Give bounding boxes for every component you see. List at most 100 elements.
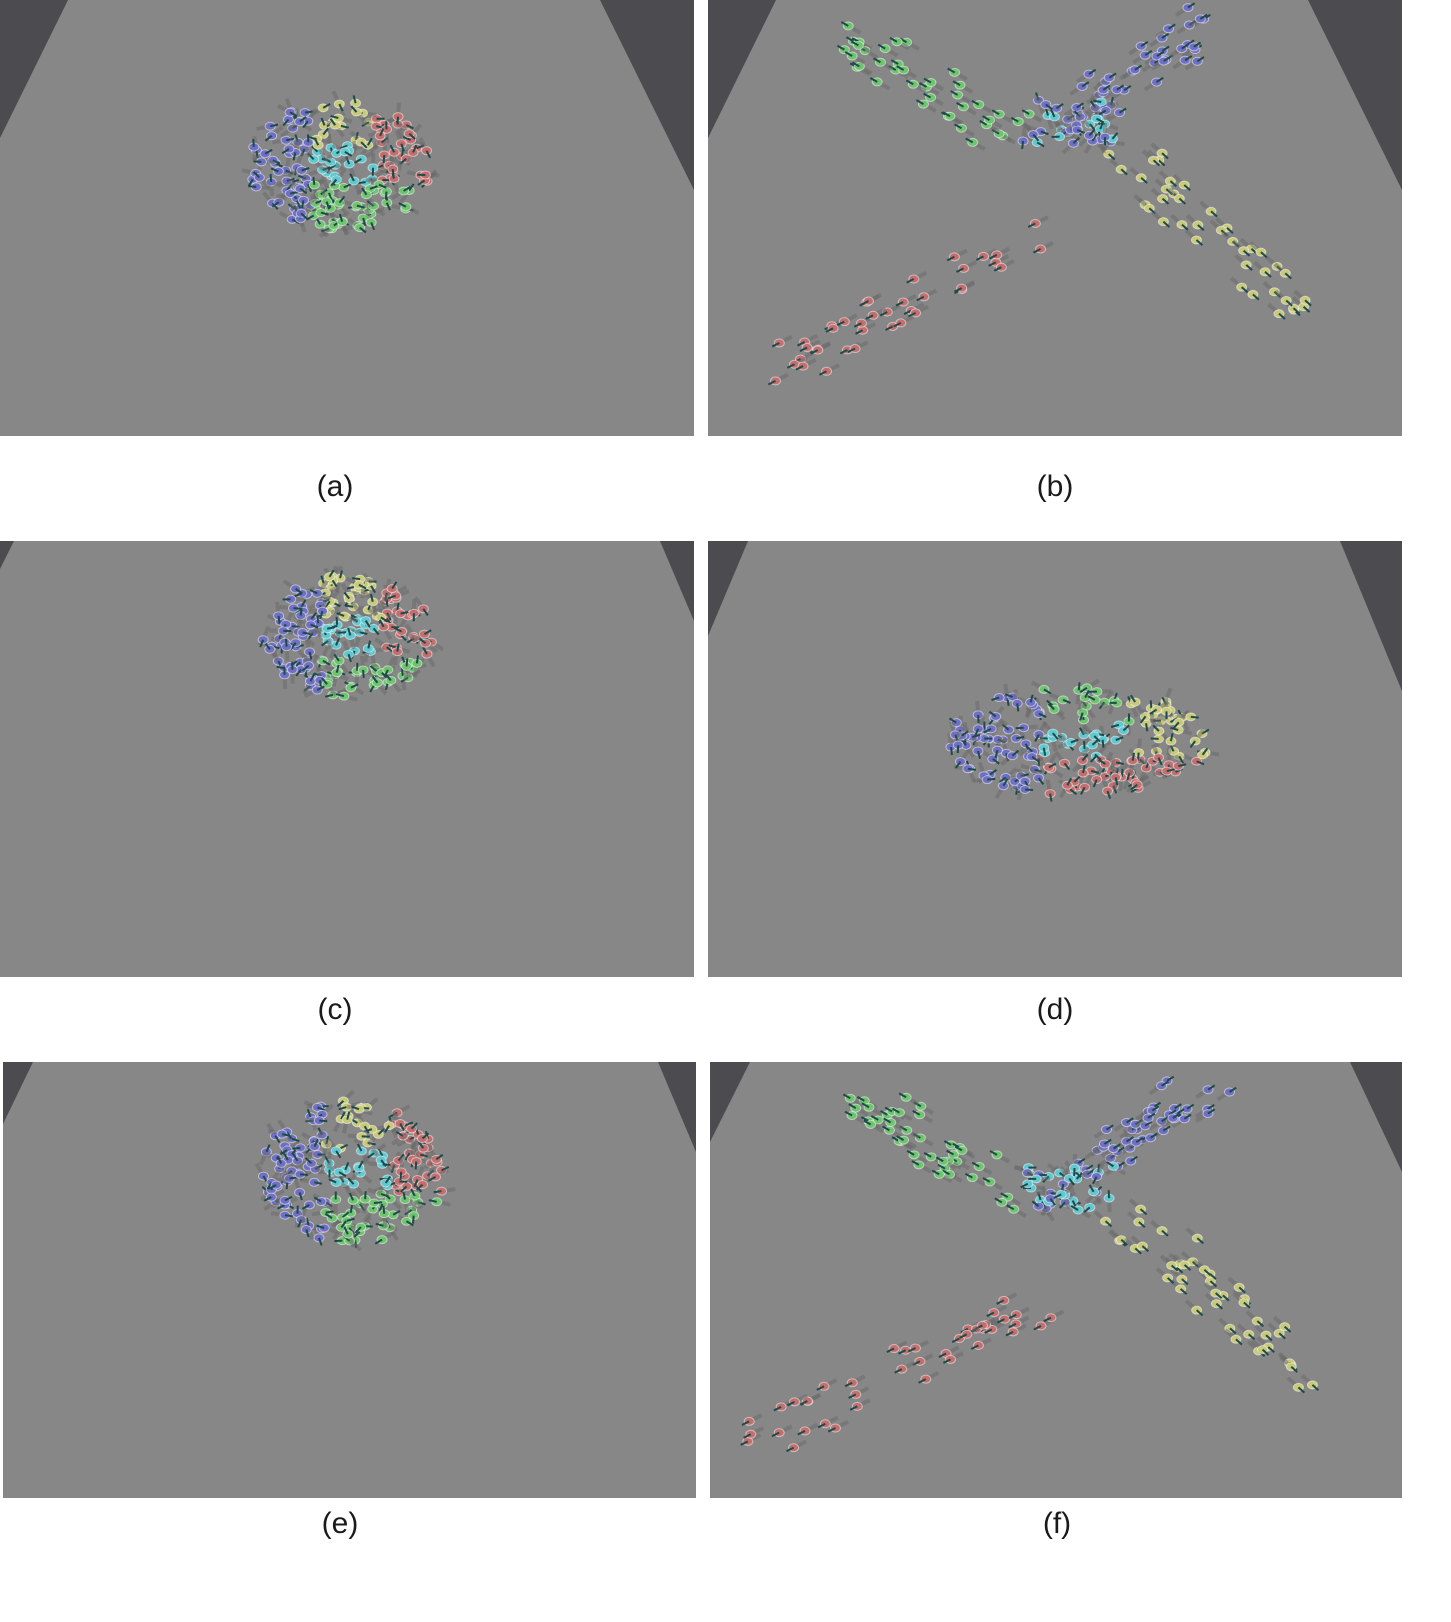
agent-heading [335,693,345,698]
agent-heading [1155,76,1164,83]
agent-heading [1150,1132,1158,1139]
agent-heading [247,178,254,187]
agent-heading [380,1159,387,1167]
agent-heading [346,585,356,590]
agent-heading [1077,682,1081,691]
agent-heading [937,1163,946,1170]
agent [345,683,357,693]
agent-heading [982,1177,991,1183]
agent [1059,758,1071,768]
agent-heading [300,599,307,608]
agent-heading [336,1100,345,1108]
agent-heading [1169,180,1178,188]
agent-heading [961,730,969,737]
agent-heading [1088,68,1097,75]
agent-heading [253,160,262,163]
panel-e-scene [3,1062,696,1498]
agent-heading [1186,39,1195,46]
agent-heading [743,1433,752,1439]
agent-heading [836,44,845,51]
agent-heading [1108,153,1116,161]
agent-heading [333,653,340,662]
agent-heading [347,1177,355,1185]
agent-heading [1183,1264,1192,1271]
agent-heading [408,183,415,192]
agent-heading [1052,732,1059,740]
agent-heading [865,314,874,320]
agent-heading [296,200,302,209]
agent-heading [976,750,982,759]
agent-heading [335,1150,342,1159]
panel-b-agent-streams [767,2,1312,386]
agent-heading [1031,755,1040,763]
agent-heading [350,105,358,113]
agent-heading [993,266,1002,272]
agent-heading [349,1204,354,1214]
agent-heading [1161,197,1170,205]
agent [347,1195,359,1205]
agent-heading [367,1152,375,1159]
agent-heading [956,101,964,108]
agent-heading [911,1160,920,1166]
agent-heading [1201,747,1209,756]
agent-heading [378,183,387,189]
agent-heading [953,123,962,130]
agent [1102,786,1114,796]
agent-heading [369,185,378,190]
caption-f: (f) [1042,1507,1072,1540]
agent-heading [740,1440,749,1446]
agent-heading [884,1106,893,1113]
agent-heading [923,92,932,99]
agent-heading [338,1171,347,1177]
agent-heading [248,185,257,188]
agent-heading [771,1431,780,1438]
agent-heading [319,610,324,620]
agent-heading [1034,733,1040,742]
agent-heading [264,134,273,142]
agent-heading [991,696,1000,702]
agent-heading [956,744,960,754]
agent-heading [274,1135,281,1144]
agent-heading [419,1153,429,1158]
agent-heading [1053,1193,1062,1199]
agent-heading [1207,1084,1216,1091]
agent-heading [399,1123,405,1132]
agent-heading [362,217,367,226]
agent-heading [295,668,302,677]
agent-heading [1195,1309,1204,1317]
agent-heading [374,1238,383,1245]
agent-heading [1116,1146,1125,1153]
agent-heading [313,1138,319,1148]
agent-heading [942,111,951,118]
agent-heading [1302,305,1311,313]
agent-heading [1084,690,1090,699]
agent-heading [384,1175,392,1184]
agent-heading [923,77,932,84]
agent-heading [1103,1138,1112,1145]
panel-d-floor [708,541,1402,977]
agent-heading [289,111,298,118]
agent-heading [1105,1124,1114,1131]
agent-heading [1008,1313,1017,1320]
agent-heading [293,607,302,610]
agent [333,656,345,666]
agent-heading [354,1226,362,1234]
agent-heading [1136,752,1140,761]
agent-heading [1157,757,1163,766]
agent-heading [312,176,316,186]
agent-heading [340,124,349,129]
agent-heading [860,300,869,306]
agent-heading [998,776,1007,784]
agent-heading [284,1195,293,1202]
agent [1071,125,1083,135]
agent-heading [1229,1327,1237,1335]
agent-heading [359,631,368,635]
agent-heading [946,1149,955,1156]
agent-heading [410,1122,418,1130]
agent-heading [1115,761,1124,765]
agent-heading [839,349,848,355]
agent-heading [1172,721,1180,730]
agent-heading [1091,133,1098,142]
agent-heading [364,1191,367,1200]
agent-heading [299,116,307,123]
